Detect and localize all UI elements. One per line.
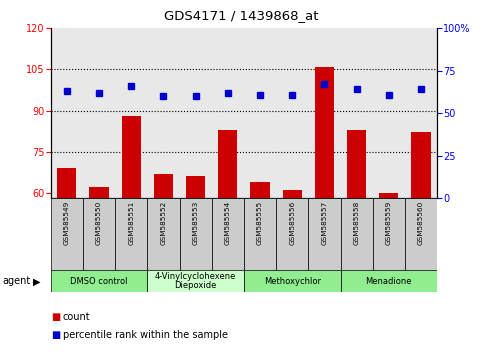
Bar [276, 198, 308, 271]
Text: ■: ■ [51, 312, 60, 322]
Bar [57, 168, 76, 198]
Bar [379, 193, 398, 198]
Bar [347, 130, 366, 198]
Text: agent: agent [2, 276, 30, 286]
Bar [244, 270, 341, 292]
Bar [244, 198, 276, 271]
Bar [122, 116, 141, 198]
Text: GSM585559: GSM585559 [386, 200, 392, 245]
Bar [341, 198, 373, 271]
Bar [51, 198, 83, 271]
Bar [341, 270, 437, 292]
Text: GSM585556: GSM585556 [289, 200, 295, 245]
Text: Methoxychlor: Methoxychlor [264, 276, 321, 286]
Text: GSM585555: GSM585555 [257, 200, 263, 245]
Text: GSM585552: GSM585552 [160, 200, 167, 245]
Text: percentile rank within the sample: percentile rank within the sample [63, 330, 228, 339]
Text: GDS4171 / 1439868_at: GDS4171 / 1439868_at [164, 9, 319, 22]
Bar [283, 190, 302, 198]
Bar [315, 67, 334, 198]
Text: GSM585560: GSM585560 [418, 200, 424, 245]
Text: GSM585558: GSM585558 [354, 200, 360, 245]
Bar [405, 198, 437, 271]
Text: GSM585553: GSM585553 [193, 200, 199, 245]
Bar [83, 198, 115, 271]
Text: GSM585551: GSM585551 [128, 200, 134, 245]
Text: count: count [63, 312, 90, 322]
Text: GSM585549: GSM585549 [64, 200, 70, 245]
Text: GSM585554: GSM585554 [225, 200, 231, 245]
Bar [147, 198, 180, 271]
Text: GSM585550: GSM585550 [96, 200, 102, 245]
Bar [89, 187, 109, 198]
Bar [250, 182, 270, 198]
Bar [412, 132, 431, 198]
Bar [186, 176, 205, 198]
Bar [212, 198, 244, 271]
Bar [180, 198, 212, 271]
Text: GSM585557: GSM585557 [321, 200, 327, 245]
Text: ▶: ▶ [33, 276, 41, 286]
Bar [154, 173, 173, 198]
Text: DMSO control: DMSO control [70, 276, 128, 286]
Bar [308, 198, 341, 271]
Bar [51, 270, 147, 292]
Bar [218, 130, 238, 198]
Text: 4-Vinylcyclohexene
Diepoxide: 4-Vinylcyclohexene Diepoxide [155, 272, 236, 290]
Bar [147, 270, 244, 292]
Text: Menadione: Menadione [366, 276, 412, 286]
Text: ■: ■ [51, 330, 60, 339]
Bar [373, 198, 405, 271]
Bar [115, 198, 147, 271]
